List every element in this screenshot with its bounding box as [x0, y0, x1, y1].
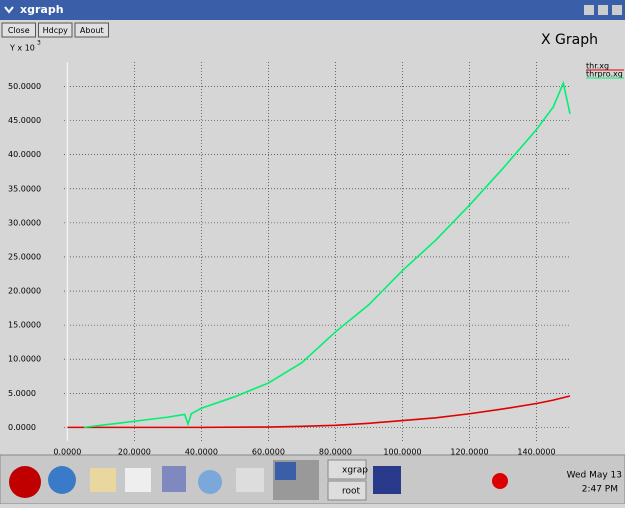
legend-label: thrpro.xg — [586, 70, 623, 79]
alert-icon[interactable] — [492, 473, 508, 489]
y-tick-label: 10.0000 — [8, 355, 41, 364]
minimize[interactable] — [584, 5, 594, 15]
window: xgraph CloseHdcpyAbout X Graph Y x 10 3 … — [0, 0, 625, 504]
y-tick-label: 50.0000 — [8, 82, 41, 91]
app-icon[interactable] — [125, 468, 151, 492]
y-tick-label: 25.0000 — [8, 252, 41, 261]
app-icon[interactable] — [162, 466, 186, 492]
button-label: Close — [8, 26, 30, 35]
y-tick-label: 30.0000 — [8, 218, 41, 227]
app-icon[interactable] — [48, 466, 76, 494]
y-tick-label: 5.0000 — [8, 389, 36, 398]
y-tick-label: 35.0000 — [8, 184, 41, 193]
time: 2:47 PM — [582, 485, 618, 495]
button-label: Hdcpy — [43, 26, 69, 35]
app-icon[interactable] — [236, 468, 264, 492]
task-label: root — [342, 487, 361, 497]
task-label: xgrap — [342, 466, 368, 476]
title-bar — [0, 0, 625, 20]
maximize[interactable] — [598, 5, 608, 15]
y-tick-label: 40.0000 — [8, 150, 41, 159]
start-icon[interactable] — [9, 466, 41, 498]
heading: X Graph — [541, 32, 598, 48]
y-unit-exponent: 3 — [37, 40, 41, 47]
terminal-icon[interactable] — [373, 466, 401, 494]
pager-desk[interactable] — [275, 462, 296, 480]
y-unit: Y x 10 — [9, 44, 35, 53]
y-tick-label: 45.0000 — [8, 116, 41, 125]
y-tick-label: 0.0000 — [8, 423, 36, 432]
close[interactable] — [612, 5, 622, 15]
series-line — [67, 396, 570, 427]
screen: {"window":{"title":"xgraph","buttons":["… — [0, 0, 625, 504]
window-title: xgraph — [20, 3, 64, 16]
app-icon[interactable] — [90, 468, 116, 492]
app-icon[interactable] — [198, 470, 222, 494]
y-tick-label: 15.0000 — [8, 321, 41, 330]
date: Wed May 13 — [567, 471, 622, 481]
series-line — [84, 83, 570, 427]
y-tick-label: 20.0000 — [8, 287, 41, 296]
button-label: About — [80, 26, 104, 35]
